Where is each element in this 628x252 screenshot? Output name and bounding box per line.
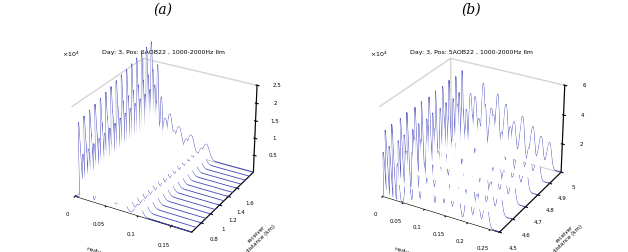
Text: (b): (b) — [461, 3, 481, 17]
Text: $\times 10^4$: $\times 10^4$ — [62, 50, 80, 59]
Title: Day: 3, Pos: 5AOB22 , 1000-2000Hz llm: Day: 3, Pos: 5AOB22 , 1000-2000Hz llm — [409, 50, 533, 55]
Y-axis label: receiver
distance (km): receiver distance (km) — [549, 219, 584, 252]
Y-axis label: receiver
distance (km): receiver distance (km) — [241, 219, 276, 252]
Text: $\times 10^4$: $\times 10^4$ — [370, 50, 387, 59]
Text: (a): (a) — [154, 3, 173, 17]
X-axis label: reduced time (s): reduced time (s) — [86, 247, 138, 252]
Title: Day: 3, Pos: 6AOB22 , 1000-2000Hz llm: Day: 3, Pos: 6AOB22 , 1000-2000Hz llm — [102, 50, 225, 55]
X-axis label: reduced time (s): reduced time (s) — [394, 247, 445, 252]
